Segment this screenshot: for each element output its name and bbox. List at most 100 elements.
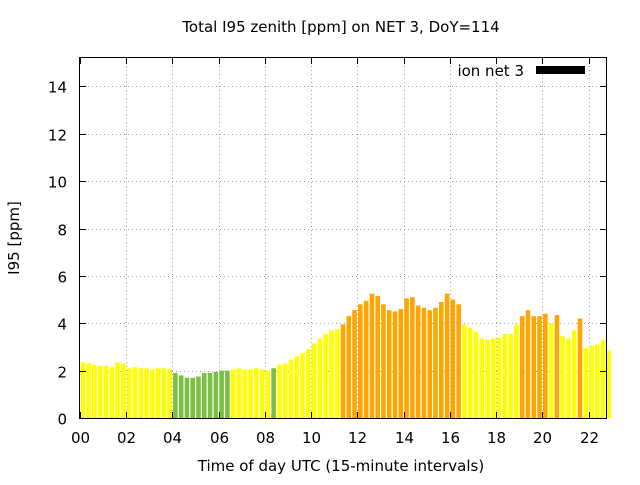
axis-ticks — [80, 58, 606, 419]
bar — [173, 373, 178, 418]
bar — [80, 362, 86, 418]
x-tick-label: 14 — [395, 429, 414, 447]
bar — [577, 318, 583, 418]
legend-label: ion net 3 — [457, 62, 524, 80]
bar — [462, 324, 467, 418]
y-tick-label: 12 — [48, 127, 67, 145]
bar — [543, 313, 548, 418]
y-tick-label: 8 — [57, 222, 67, 240]
bar — [352, 310, 357, 418]
bar — [334, 329, 340, 418]
legend-swatch — [536, 66, 585, 74]
bar — [167, 369, 172, 418]
bar — [410, 297, 415, 418]
bar — [144, 368, 149, 418]
y-axis-label: I95 [ppm] — [5, 201, 23, 275]
bar — [213, 371, 219, 418]
bar — [525, 310, 531, 418]
x-tick-label: 02 — [117, 429, 136, 447]
bar — [103, 365, 109, 418]
bar — [473, 331, 479, 418]
bar — [496, 337, 502, 418]
bar — [155, 368, 161, 418]
bar — [317, 338, 323, 418]
bar — [242, 369, 248, 418]
bar — [485, 339, 490, 418]
bar — [363, 300, 369, 418]
plot-frame — [79, 57, 607, 419]
bar — [225, 370, 230, 418]
bar — [554, 314, 560, 418]
bar — [288, 359, 294, 418]
bar — [600, 339, 606, 418]
bar — [230, 369, 236, 418]
bar — [271, 368, 276, 418]
x-tick-label: 08 — [256, 429, 275, 447]
y-tick-label: 2 — [57, 364, 67, 382]
bar — [161, 368, 167, 418]
y-tick-label: 6 — [57, 269, 67, 287]
y-tick-label: 4 — [57, 316, 67, 334]
legend: ion net 3 — [457, 62, 585, 80]
bar — [415, 305, 421, 418]
bar — [392, 311, 398, 418]
bar — [97, 365, 103, 418]
bar — [190, 377, 196, 418]
bar — [583, 348, 589, 418]
bar — [404, 298, 409, 418]
bar — [346, 316, 352, 418]
x-axis-label: Time of day UTC (15-minute intervals) — [197, 457, 484, 475]
y-axis-tick-labels: 0 2 4 6 8 10 12 14 — [48, 79, 67, 429]
chart-title: Total I95 zenith [ppm] on NET 3, DoY=114 — [181, 18, 499, 36]
bar — [121, 363, 126, 418]
bar — [184, 377, 190, 418]
bar — [421, 307, 427, 418]
bar — [300, 352, 305, 418]
bar — [196, 376, 201, 418]
bar-series — [80, 293, 612, 418]
bar — [294, 356, 300, 418]
y-tick-label: 10 — [48, 174, 67, 192]
bar — [126, 368, 132, 418]
bar — [548, 323, 554, 418]
bar — [92, 364, 97, 418]
bar — [248, 369, 253, 418]
bar — [438, 301, 444, 418]
bar — [109, 367, 115, 418]
bar — [386, 310, 392, 418]
bar — [571, 330, 577, 418]
bar — [323, 333, 328, 418]
x-tick-label: 04 — [163, 429, 182, 447]
bar — [502, 333, 508, 418]
bar — [444, 293, 450, 418]
bar — [219, 370, 224, 418]
x-tick-label: 10 — [302, 429, 321, 447]
bar — [514, 324, 519, 418]
bar — [207, 373, 213, 418]
bar — [606, 350, 612, 418]
bar — [132, 367, 138, 418]
x-tick-label: 06 — [210, 429, 229, 447]
bar — [358, 304, 363, 418]
y-tick-label: 14 — [48, 79, 67, 97]
bar — [277, 364, 282, 418]
x-tick-label: 22 — [580, 429, 599, 447]
bar — [595, 344, 600, 418]
bar — [236, 368, 242, 418]
x-axis-tick-labels: 00 02 04 06 08 10 12 14 16 18 20 22 — [71, 429, 599, 447]
bar — [479, 338, 485, 418]
grid-lines — [80, 58, 606, 418]
bar — [340, 324, 346, 418]
bar — [375, 296, 380, 418]
bar — [450, 299, 456, 418]
bar — [86, 363, 91, 418]
bar — [566, 338, 571, 418]
x-tick-label: 18 — [487, 429, 506, 447]
bar — [560, 336, 565, 418]
bar — [398, 309, 404, 418]
x-tick-label: 00 — [71, 429, 90, 447]
bar — [329, 330, 334, 418]
bar — [381, 304, 386, 418]
bar — [490, 338, 496, 418]
